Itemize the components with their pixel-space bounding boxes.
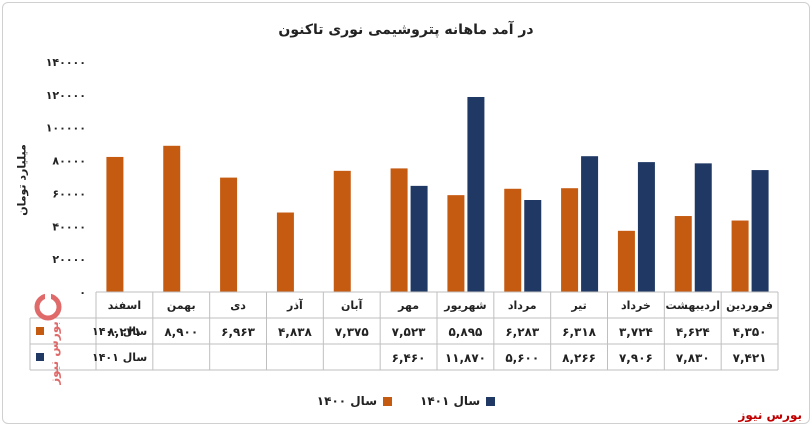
y-tick-label: ۱۴۰۰۰۰: [46, 56, 86, 69]
data-label: ۴,۳۵۰: [733, 325, 767, 339]
y-tick-label: ۸۰۰۰۰: [52, 155, 86, 168]
data-label: ۷,۵۲۳: [392, 325, 427, 339]
y-tick-label: ۰: [79, 286, 86, 299]
row-label: سال ۱۴۰۰: [92, 325, 147, 338]
y-tick-label: ۴۰۰۰۰: [52, 220, 86, 233]
x-tick-label: بهمن: [167, 299, 196, 312]
x-tick-label: خرداد: [621, 299, 651, 312]
legend-item-1401: سال ۱۴۰۱: [420, 394, 496, 408]
x-tick-label: آذر: [286, 298, 303, 312]
bar-1400: [220, 177, 238, 292]
data-label: ۶,۴۶۰: [392, 351, 426, 365]
x-tick-label: اسفند: [108, 299, 141, 312]
bar-1400: [163, 145, 181, 292]
legend-item-1400: سال ۱۴۰۰: [317, 394, 392, 408]
x-tick-label: مهر: [397, 299, 419, 312]
data-label: ۶,۳۱۸: [562, 325, 597, 339]
bar-1400: [674, 216, 692, 292]
bar-1400: [333, 170, 351, 292]
chart-title: در آمد ماهانه پتروشیمی نوری تاکنون: [278, 22, 534, 38]
y-tick-label: ۲۰۰۰۰: [52, 253, 86, 266]
bar-1401: [467, 96, 485, 292]
bar-1401: [524, 200, 542, 292]
x-tick-label: اردیبهشت: [666, 299, 720, 312]
row-swatch: [36, 327, 44, 335]
source-label: بورس نیوز: [738, 408, 802, 422]
legend-swatch-1401: [486, 396, 496, 406]
data-label: ۶,۹۶۳: [221, 325, 256, 339]
x-tick-label: فروردین: [726, 299, 773, 312]
bar-1401: [694, 163, 712, 292]
data-label: ۵,۶۰۰: [505, 351, 539, 365]
bar-1400: [617, 230, 635, 292]
x-tick-label: دی: [230, 299, 246, 312]
x-tick-label: تیر: [570, 299, 586, 312]
y-tick-label: ۱۲۰۰۰۰: [46, 89, 86, 102]
bar-1400: [447, 195, 465, 292]
bar-1401: [637, 162, 655, 292]
data-label: ۷,۹۰۶: [619, 351, 653, 365]
x-tick-label: شهریور: [443, 299, 486, 312]
data-label: ۸,۲۲۱: [107, 325, 141, 339]
bar-1401: [581, 156, 599, 292]
data-label: ۶,۲۸۳: [505, 325, 540, 339]
legend-label-1401: سال ۱۴۰۱: [420, 394, 481, 408]
bar-1400: [504, 188, 522, 292]
data-label: ۳,۷۲۴: [619, 325, 653, 339]
legend-label-1400: سال ۱۴۰۰: [316, 394, 377, 408]
data-label: ۴,۶۲۴: [676, 325, 710, 339]
data-label: ۱۱,۸۷۰: [445, 351, 486, 365]
y-tick-label: ۶۰۰۰۰: [52, 187, 86, 200]
bar-1401: [410, 185, 428, 292]
brand-logo-icon: بورس نیوز: [34, 293, 62, 385]
data-label: ۷,۴۲۱: [733, 351, 767, 365]
svg-text:بورس نیوز: بورس نیوز: [47, 321, 62, 385]
row-swatch: [36, 353, 44, 361]
legend-swatch-1400: [383, 396, 392, 406]
x-tick-label: آبان: [341, 298, 363, 312]
bar-1400: [106, 156, 124, 292]
data-label: ۸,۲۶۶: [562, 351, 596, 365]
data-label: ۷,۸۳۰: [676, 351, 710, 365]
y-tick-label: ۱۰۰۰۰۰: [46, 122, 86, 135]
bar-1400: [390, 168, 408, 292]
data-label: ۴,۸۳۸: [278, 325, 313, 339]
row-label: سال ۱۴۰۱: [92, 351, 147, 364]
bar-1401: [751, 170, 769, 292]
data-label: ۵,۸۹۵: [448, 325, 482, 339]
data-label: ۸,۹۰۰: [164, 325, 198, 339]
data-label: ۷,۳۷۵: [335, 325, 369, 339]
bar-1400: [276, 212, 294, 292]
bar-1400: [561, 188, 579, 292]
chart-legend: سال ۱۴۰۱ سال ۱۴۰۰: [0, 394, 812, 408]
bar-1400: [731, 220, 749, 292]
x-tick-label: مرداد: [508, 299, 537, 312]
